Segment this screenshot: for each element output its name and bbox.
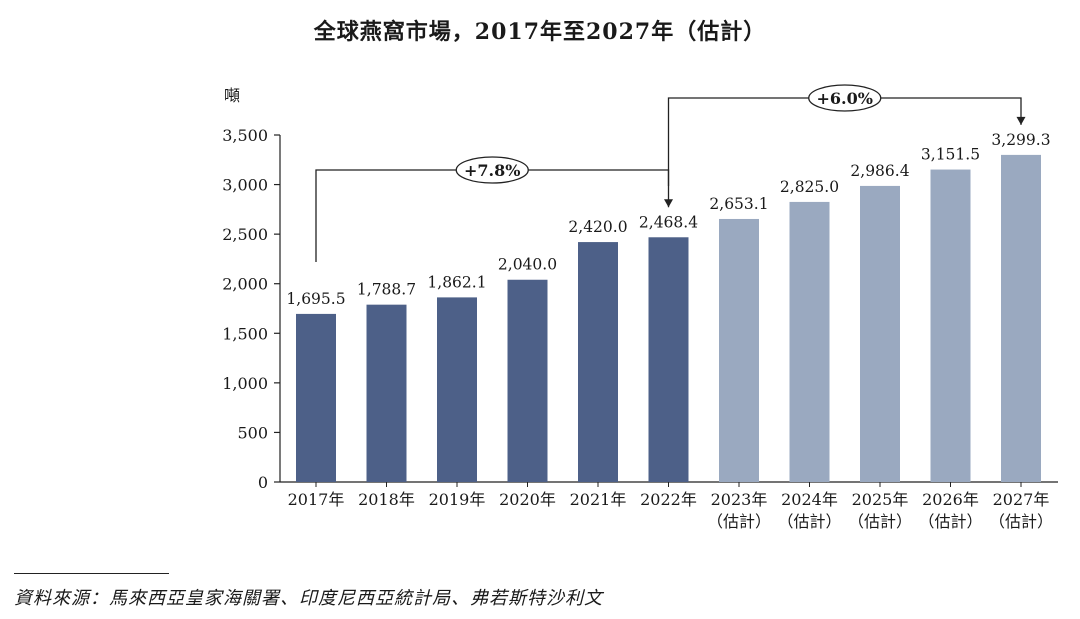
x-tick-label: 2020年 [499,490,556,509]
y-tick-label: 500 [237,423,268,442]
bar-2019年 [437,297,477,482]
cagr-annotations: +7.8% +6.0% [315,84,1026,262]
bar-value-label: 2,986.4 [850,162,909,180]
source-note: 資料來源：馬來西亞皇家海關署、印度尼西亞統計局、弗若斯特沙利文 [14,588,603,609]
y-axis-unit-label: 噸 [224,86,240,105]
x-tick-label: 2026年 [922,490,979,509]
y-tick-label: 3,000 [222,176,268,195]
bar-2017年 [296,313,336,482]
x-tick-sublabel: （估計） [707,512,771,531]
y-tick-label: 1,000 [222,374,268,393]
x-tick-label: 2018年 [358,490,415,509]
bar-value-label: 1,695.5 [286,290,345,308]
y-tick-label: 2,500 [222,225,268,244]
bar-2018年 [366,304,407,482]
cagr-arrowhead [664,199,673,208]
x-tick-label: 2024年 [781,490,838,509]
bar-value-label: 2,420.0 [568,218,627,236]
bar-2026年 [930,169,971,483]
x-tick-sublabel: （估計） [777,512,841,531]
bar-2022年 [648,237,689,482]
bar-value-label: 3,151.5 [921,146,980,164]
cagr-badge [808,84,882,112]
x-tick-label: 2022年 [640,490,697,509]
bar-value-label: 2,825.0 [780,178,839,196]
x-tick-sublabel: （估計） [989,512,1053,531]
x-tick-label: 2023年 [711,490,768,509]
x-tick-sublabel: （估計） [848,512,912,531]
bar-value-label: 1,788.7 [357,281,416,299]
y-tick-label: 1,500 [222,324,268,343]
x-tick-label: 2017年 [288,490,345,509]
source-divider [14,573,169,574]
y-tick-label: 2,000 [222,275,268,294]
bar-2027年 [1001,154,1041,483]
bar-value-label: 3,299.3 [991,131,1050,149]
cagr-label: +7.8% [464,161,520,180]
bar-2024年 [789,201,830,482]
x-tick-sublabel: （估計） [918,512,982,531]
cagr-badge [455,156,529,184]
cagr-arrowhead [1016,116,1026,125]
bar-value-label: 1,862.1 [427,273,486,291]
x-tick-label: 2019年 [429,490,486,509]
bar-value-label: 2,468.4 [639,213,698,231]
y-tick-label: 3,500 [222,126,268,145]
bar-2025年 [860,185,900,482]
x-tick-label: 2025年 [852,490,909,509]
y-tick-label: 0 [258,473,268,492]
bar-2023年 [719,218,759,482]
x-tick-label: 2027年 [993,490,1050,509]
cagr-label: +6.0% [817,89,873,108]
bar-value-label: 2,653.1 [709,195,768,213]
chart-title: 全球燕窩市場，2017年至2027年（估計） [313,19,767,45]
bars-group: 1,695.5 2017年 1,788.7 2018年 1,862.1 2019年 2,04… [286,131,1053,531]
bar-chart: 噸 0 500 1,000 1,500 2,000 2,500 3,000 3,500 1,6… [222,84,1058,531]
bar-2020年 [507,279,548,482]
bar-value-label: 2,040.0 [498,256,557,274]
x-tick-label: 2021年 [570,490,627,509]
bar-2021年 [578,242,618,482]
